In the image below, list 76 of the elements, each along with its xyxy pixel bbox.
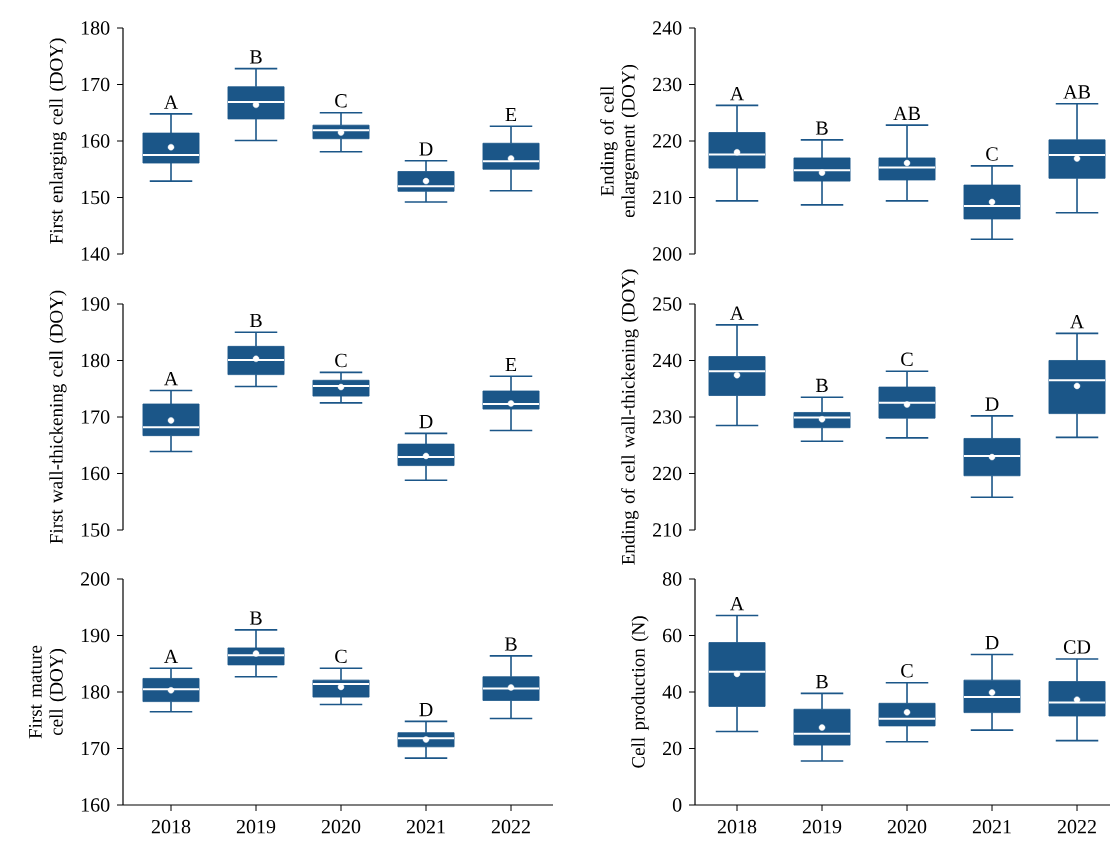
y-axis-title: First wall-thickening cell (DOY): [49, 290, 67, 544]
y-tick-label: 140: [81, 247, 110, 261]
x-tick-label: 2021: [972, 819, 1011, 834]
y-axis-title: Ending of cell enlargement (DOY): [600, 64, 639, 218]
annotation: B: [815, 675, 828, 689]
annotation: C: [335, 649, 347, 664]
annotation: A: [163, 649, 179, 664]
y-tick-label: 240: [653, 21, 682, 35]
y-tick-label: 160: [81, 134, 110, 148]
annotation: CD: [1063, 640, 1091, 654]
y-tick-label: 180: [81, 353, 110, 368]
annotation: C: [901, 352, 913, 367]
y-tick-label: 180: [81, 685, 110, 699]
y-axis-title: First enlarging cell (DOY): [49, 38, 67, 244]
annotation: D: [985, 397, 999, 411]
x-tick-label: 2021: [406, 819, 445, 834]
annotation: A: [729, 597, 745, 611]
y-tick-label: 200: [81, 572, 110, 586]
y-tick-label: 250: [653, 297, 682, 311]
y-tick-label: 160: [81, 466, 110, 481]
y-tick-label: 40: [662, 685, 682, 699]
x-tick-label: 2018: [717, 819, 757, 834]
annotation: A: [729, 306, 745, 320]
x-tick-label: 2020: [321, 819, 361, 834]
annotation: B: [504, 637, 517, 651]
y-tick-label: 20: [663, 741, 682, 756]
y-tick-label: 230: [653, 77, 682, 92]
annotation: D: [419, 703, 433, 717]
annotation: AB: [1063, 85, 1090, 99]
y-tick-label: 170: [81, 77, 110, 92]
y-tick-label: 80: [662, 572, 682, 586]
annotation: B: [815, 121, 828, 135]
x-tick-label: 2022: [491, 819, 530, 834]
annotation: A: [1069, 314, 1085, 329]
annotation: C: [901, 664, 913, 678]
annotation: D: [985, 636, 999, 650]
x-tick-label: 2020: [887, 819, 927, 834]
annotation: D: [419, 415, 433, 429]
y-axis-title: Ending of cell wall-thickening (DOY): [621, 269, 639, 565]
y-tick-label: 150: [81, 523, 110, 537]
annotation: C: [986, 147, 998, 161]
y-tick-label: 240: [653, 353, 682, 368]
annotation: B: [249, 50, 262, 64]
y-tick-label: 160: [81, 798, 110, 812]
y-tick-label: 180: [81, 21, 110, 35]
y-tick-label: 200: [653, 247, 682, 261]
annotation: B: [249, 313, 262, 328]
annotation: C: [335, 353, 347, 368]
x-tick-label: 2022: [1057, 819, 1096, 834]
annotation: E: [505, 108, 517, 122]
y-tick-label: 220: [653, 466, 682, 481]
annotation: B: [815, 378, 828, 393]
annotation: E: [505, 358, 517, 372]
y-tick-label: 190: [81, 297, 110, 311]
annotation: A: [163, 372, 179, 386]
y-tick-label: 0: [672, 798, 682, 812]
annotation: B: [249, 611, 262, 625]
annotation: C: [335, 94, 347, 108]
annotation: A: [163, 95, 179, 109]
y-tick-label: 150: [81, 190, 110, 205]
y-tick-label: 60: [663, 628, 682, 643]
y-tick-label: 190: [81, 628, 110, 643]
y-axis-title: First mature cell (DOY): [28, 645, 67, 739]
y-tick-label: 170: [81, 741, 110, 756]
y-tick-label: 210: [653, 523, 682, 537]
y-tick-label: 170: [81, 410, 110, 424]
annotation: D: [419, 142, 433, 156]
x-tick-label: 2019: [236, 819, 276, 834]
y-tick-label: 210: [653, 190, 682, 205]
annotation: AB: [893, 106, 920, 120]
y-tick-label: 220: [653, 134, 682, 148]
y-axis-title: Cell production (N): [631, 616, 649, 768]
x-tick-label: 2018: [151, 819, 191, 834]
y-tick-label: 230: [653, 410, 682, 424]
x-tick-label: 2019: [802, 819, 842, 834]
annotation: A: [729, 86, 745, 101]
